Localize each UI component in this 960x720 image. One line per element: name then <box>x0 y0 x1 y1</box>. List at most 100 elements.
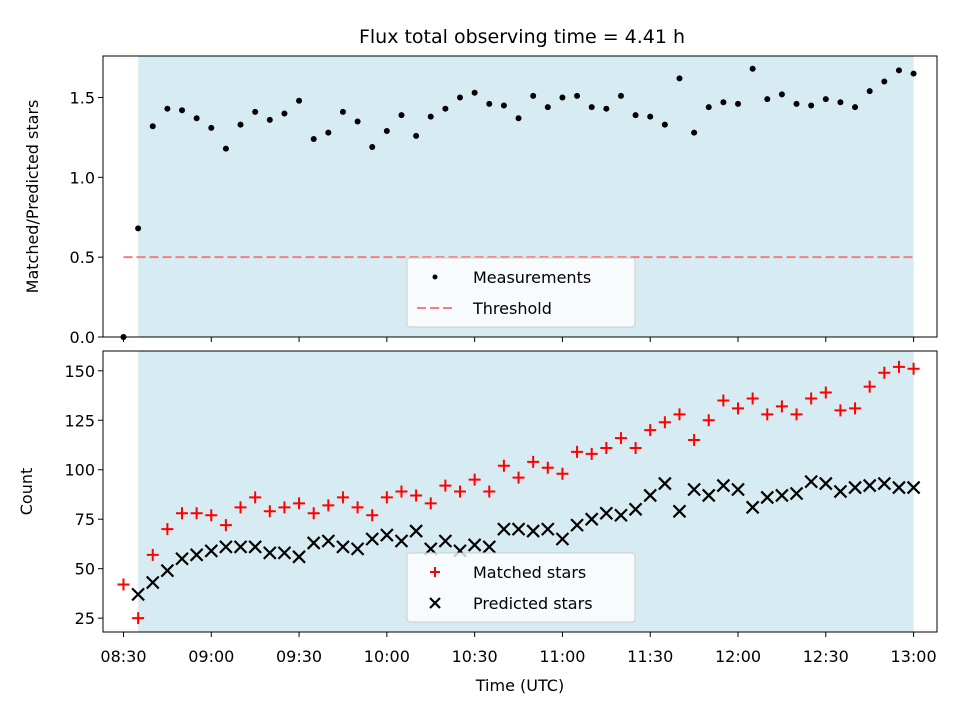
measurement-point <box>720 99 727 106</box>
matched-point <box>863 380 876 393</box>
predicted-point <box>833 484 848 499</box>
measurement-point <box>676 75 683 82</box>
measurement-point <box>179 107 186 114</box>
legend-label: Measurements <box>473 268 591 287</box>
measurement-point <box>471 89 478 96</box>
matched-point <box>307 507 320 520</box>
matched-point <box>176 507 189 520</box>
predicted-point <box>321 534 336 548</box>
matched-point <box>571 445 584 458</box>
measurement-point <box>398 112 405 119</box>
matched-point <box>190 507 203 520</box>
matched-point <box>424 497 437 510</box>
measurement-point <box>164 105 171 112</box>
matched-point <box>132 612 145 625</box>
measurement-point <box>895 67 902 74</box>
predicted-point <box>555 532 570 546</box>
matched-point <box>614 432 627 445</box>
x-tick-label: 11:30 <box>627 647 673 666</box>
predicted-point <box>760 490 775 505</box>
measurement-point <box>281 110 288 117</box>
matched-point <box>805 392 818 405</box>
measurement-point <box>588 104 595 111</box>
predicted-point <box>482 540 497 554</box>
matched-point <box>439 479 452 492</box>
measurement-point <box>910 70 917 77</box>
legend: Matched stars Predicted stars <box>406 552 636 623</box>
matched-point <box>775 400 788 413</box>
predicted-point <box>716 478 731 493</box>
matched-point <box>892 360 905 373</box>
x-tick-label: 10:30 <box>452 647 498 666</box>
matched-point <box>249 491 262 504</box>
predicted-point <box>380 528 394 542</box>
predicted-point <box>526 524 540 538</box>
measurement-point <box>486 100 493 107</box>
matched-point <box>834 404 847 417</box>
legend: Measurements Threshold <box>406 257 636 328</box>
predicted-point <box>877 476 892 491</box>
predicted-point <box>204 544 219 558</box>
matched-point <box>146 548 159 561</box>
matched-point <box>366 509 379 522</box>
measurement-point <box>369 144 376 151</box>
predicted-point <box>906 480 921 495</box>
predicted-point <box>541 522 555 536</box>
y-tick-label: 1.5 <box>70 89 95 108</box>
measurement-point <box>661 121 668 128</box>
predicted-point <box>687 482 701 497</box>
predicted-point <box>819 476 833 491</box>
matched-point <box>644 424 657 437</box>
matched-point <box>497 459 510 472</box>
y-tick-label: 0.0 <box>70 328 95 347</box>
matched-point <box>512 471 525 484</box>
predicted-point <box>145 575 160 590</box>
predicted-point <box>292 550 306 564</box>
predicted-point <box>189 548 204 562</box>
matched-point <box>688 434 701 447</box>
matched-point <box>483 485 496 498</box>
predicted-point <box>775 488 789 503</box>
predicted-point <box>892 480 906 495</box>
predicted-point <box>219 540 233 554</box>
matched-point <box>322 499 335 512</box>
predicted-point <box>672 504 687 519</box>
measurement-point <box>413 132 420 139</box>
x-tick-label: 12:30 <box>803 647 849 666</box>
predicted-point <box>628 502 643 517</box>
measurement-point <box>808 102 815 109</box>
x-tick-label: 13:00 <box>891 647 937 666</box>
predicted-point <box>848 480 862 495</box>
measurement-point <box>544 104 551 111</box>
predicted-point <box>233 540 248 554</box>
predicted-point <box>570 518 584 532</box>
measurement-point <box>852 104 859 111</box>
matched-point <box>600 441 613 454</box>
y-tick-label: 75 <box>75 510 95 529</box>
measurement-point <box>603 105 610 112</box>
measurement-point <box>222 145 229 152</box>
x-tick-label: 09:00 <box>188 647 234 666</box>
legend-marker-matched <box>430 567 440 577</box>
measurement-point <box>647 113 654 120</box>
predicted-point <box>643 488 657 503</box>
predicted-point <box>731 482 745 497</box>
predicted-point <box>497 522 511 536</box>
measurement-point <box>149 123 156 130</box>
measurement-point <box>208 124 215 131</box>
matched-point <box>585 447 598 460</box>
x-tick-label: 08:30 <box>100 647 146 666</box>
predicted-point <box>599 506 614 521</box>
matched-point <box>541 461 554 474</box>
matched-point <box>278 501 291 514</box>
measurement-point <box>691 129 698 136</box>
predicted-point <box>862 478 877 493</box>
predicted-point <box>306 536 321 550</box>
matched-point <box>629 441 642 454</box>
measurement-point <box>457 94 464 101</box>
matched-point <box>234 501 247 514</box>
matched-point <box>761 408 774 421</box>
measurement-point <box>632 112 639 119</box>
matched-point <box>410 489 423 502</box>
